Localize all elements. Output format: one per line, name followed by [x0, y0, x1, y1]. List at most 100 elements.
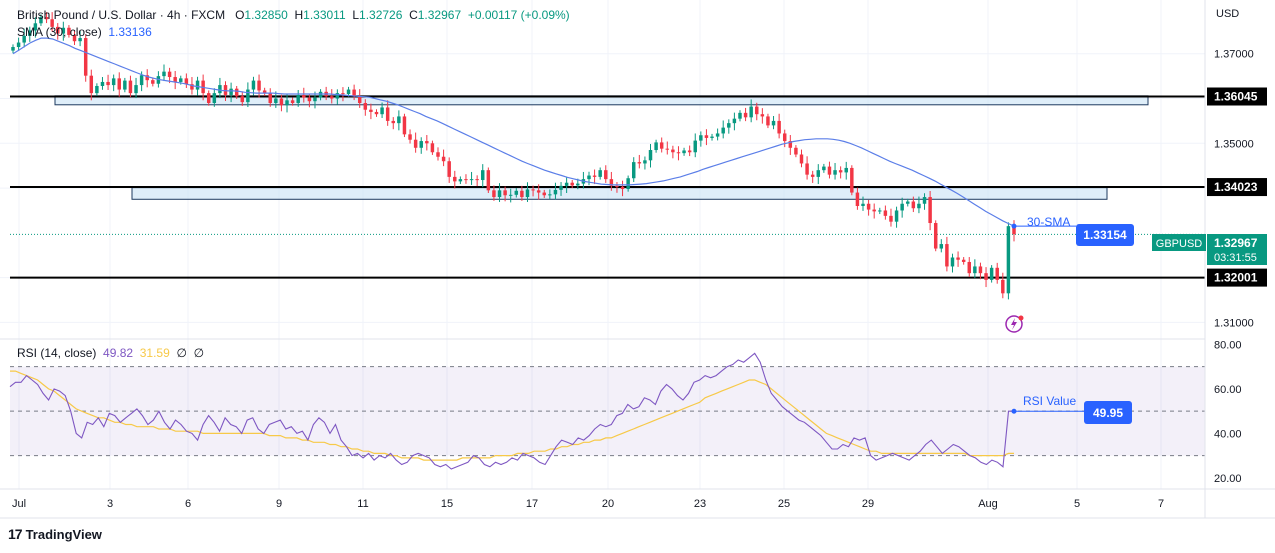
candle-body	[436, 152, 440, 157]
candle-body	[28, 30, 32, 36]
symbol-tag-text: GBPUSD	[1156, 238, 1203, 250]
candle-body	[799, 154, 804, 164]
sma-legend[interactable]: SMA (30, close) 1.33136	[17, 25, 152, 39]
rsi-legend-label: RSI (14, close)	[17, 346, 97, 360]
candle-body	[212, 93, 217, 103]
candle-body	[760, 114, 765, 117]
rsi-value-text: 49.95	[1093, 406, 1123, 420]
candle-body	[576, 183, 580, 186]
time-tick-label: 7	[1158, 498, 1164, 510]
candle-body	[134, 85, 138, 94]
candle-body	[56, 26, 60, 34]
candle-body	[939, 244, 944, 249]
lightning-alert-icon[interactable]	[1005, 315, 1024, 333]
candle-body	[89, 75, 94, 94]
candle-body	[380, 107, 384, 115]
candle-body	[945, 244, 949, 267]
time-tick-label: 20	[602, 498, 614, 510]
candle-body	[229, 88, 233, 95]
candle-body	[83, 38, 88, 76]
candle-body	[766, 116, 770, 126]
candle-body	[956, 257, 960, 260]
time-tick-label: Jul	[12, 498, 26, 510]
candle-body	[341, 93, 345, 95]
candle-body	[117, 78, 121, 90]
candle-body	[525, 189, 530, 198]
time-tick-label: Aug	[978, 498, 998, 510]
candle-body	[425, 141, 429, 144]
price-tag-value: 1.32967	[1214, 236, 1258, 250]
candle-body	[33, 23, 38, 31]
sr-zone	[131, 187, 1108, 200]
candle-body	[788, 141, 793, 148]
candle-body	[430, 143, 435, 153]
candle-body	[190, 84, 194, 90]
tradingview-logo-mark: 17	[8, 526, 23, 542]
rsi-tick-label: 60.00	[1214, 384, 1242, 396]
candle-body	[391, 120, 396, 124]
candle-body	[738, 112, 742, 119]
tradingview-brand: TradingView	[25, 526, 102, 542]
candle-body	[419, 141, 423, 148]
candle-body	[933, 223, 938, 249]
candle-body	[950, 257, 955, 267]
high-label: H	[294, 8, 304, 22]
candle-body	[173, 77, 177, 82]
candle-body	[598, 170, 602, 177]
candle-body	[234, 88, 239, 97]
price-tick-label: 1.37000	[1214, 49, 1254, 61]
change-value: +0.00117 (+0.09%)	[467, 8, 570, 22]
rsi-tick-label: 20.00	[1214, 473, 1242, 485]
level-tag-box	[1207, 87, 1267, 106]
candle-body	[223, 85, 228, 95]
rsi-value-box	[1084, 401, 1132, 424]
candle-body	[279, 98, 284, 106]
rsi-legend[interactable]: RSI (14, close) 49.82 31.59 ∅ ∅	[17, 346, 204, 360]
candle-body	[464, 179, 468, 181]
candle-body	[95, 85, 99, 94]
level-tag-text: 1.36045	[1214, 90, 1258, 104]
candle-body	[44, 17, 49, 20]
candle-body	[855, 192, 860, 206]
candle-body	[615, 185, 619, 187]
candle-body	[290, 100, 295, 103]
candle-body	[195, 80, 200, 90]
candle-body	[330, 96, 334, 99]
candle-body	[285, 100, 289, 106]
candle-body	[805, 163, 809, 175]
candle-body	[520, 190, 524, 198]
current-price-tag: GBPUSD 1.32967 03:31:55	[1152, 234, 1267, 265]
candle-body	[743, 112, 748, 118]
symbol-legend[interactable]: British Pound / U.S. Dollar · 4h · FXCM …	[17, 8, 570, 22]
candle-body	[335, 93, 340, 99]
candle-body	[878, 210, 882, 212]
price-tag-countdown: 03:31:55	[1214, 252, 1257, 264]
candle-body	[481, 170, 485, 181]
candle-body	[973, 266, 977, 274]
currency-button[interactable]: USD	[1216, 8, 1240, 20]
candle-body	[844, 167, 848, 173]
candle-body	[838, 170, 843, 173]
time-tick-label: 11	[357, 498, 368, 510]
candle-body	[50, 19, 54, 27]
candle-body	[268, 93, 272, 103]
candle-body	[671, 149, 675, 153]
candle-body	[218, 85, 222, 94]
candle-body	[654, 142, 658, 151]
candle-body	[872, 209, 876, 212]
candle-body	[699, 135, 703, 141]
candle-body	[123, 80, 127, 90]
candle-body	[782, 133, 787, 142]
candle-body	[967, 261, 971, 274]
candle-body	[167, 71, 172, 78]
price-tag-box	[1207, 234, 1267, 265]
price-axis-ticks: 1.37000 1.35000 1.31000	[1214, 49, 1254, 330]
candle-body	[469, 179, 474, 181]
candle-body	[961, 259, 966, 262]
candle-body	[413, 139, 418, 148]
candle-body	[492, 190, 496, 198]
time-tick-label: 25	[778, 498, 790, 510]
candle-body	[274, 98, 278, 103]
candle-body	[475, 179, 479, 181]
